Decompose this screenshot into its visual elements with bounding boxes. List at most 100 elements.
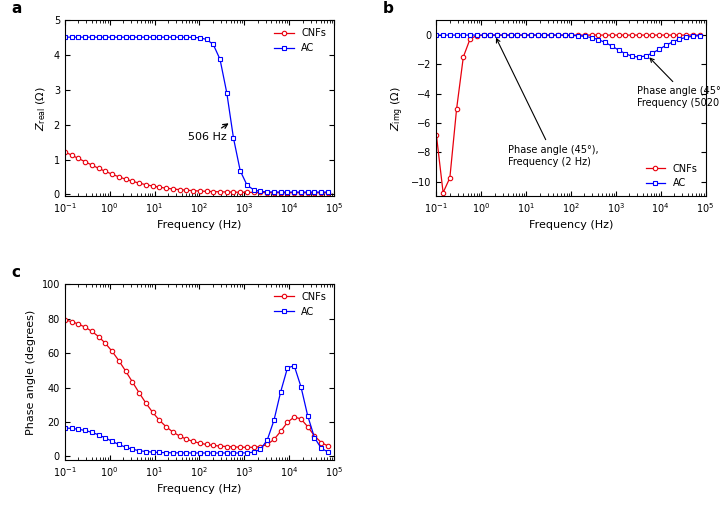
AC [87, 34, 96, 40]
CNFs [492, 32, 501, 38]
CNFs [81, 158, 89, 165]
CNFs [128, 379, 137, 385]
CNFs [128, 178, 137, 184]
AC [283, 365, 292, 371]
AC [534, 32, 542, 38]
CNFs [229, 444, 238, 450]
AC [209, 450, 217, 456]
CNFs [324, 190, 333, 196]
CNFs [303, 424, 312, 430]
CNFs [243, 444, 251, 450]
AC [202, 36, 211, 42]
CNFs [600, 32, 609, 38]
AC [554, 32, 562, 38]
AC [256, 446, 265, 452]
AC [696, 33, 704, 39]
AC [594, 36, 603, 42]
CNFs [108, 171, 117, 177]
CNFs [270, 436, 279, 443]
AC [648, 50, 657, 56]
CNFs [580, 32, 589, 38]
AC [141, 34, 150, 40]
AC [195, 450, 204, 456]
CNFs [290, 414, 299, 420]
AC [546, 32, 555, 38]
AC [682, 34, 690, 40]
AC [74, 34, 83, 40]
CNFs [276, 190, 285, 196]
CNFs [121, 368, 130, 374]
Legend: CNFs, AC: CNFs, AC [643, 160, 701, 191]
AC [621, 51, 629, 57]
CNFs [155, 184, 163, 190]
CNFs [195, 440, 204, 446]
AC [324, 449, 333, 455]
AC [162, 34, 171, 40]
Line: AC: AC [63, 35, 330, 194]
CNFs [155, 417, 163, 423]
AC [560, 32, 569, 38]
AC [60, 34, 69, 40]
Text: a: a [11, 2, 22, 16]
CNFs [472, 33, 481, 39]
CNFs [675, 32, 683, 38]
AC [101, 435, 109, 441]
AC [574, 33, 582, 39]
CNFs [135, 389, 143, 396]
CNFs [114, 358, 123, 364]
AC [506, 32, 515, 38]
CNFs [182, 187, 191, 193]
CNFs [480, 32, 488, 38]
CNFs [614, 32, 623, 38]
CNFs [682, 32, 690, 38]
AC [222, 450, 231, 456]
AC [452, 32, 461, 38]
CNFs [94, 334, 103, 340]
CNFs [87, 328, 96, 334]
CNFs [621, 32, 629, 38]
CNFs [256, 190, 265, 196]
CNFs [209, 189, 217, 195]
CNFs [263, 442, 271, 448]
CNFs [236, 444, 245, 450]
AC [459, 32, 468, 38]
CNFs [688, 32, 697, 38]
AC [94, 34, 103, 40]
CNFs [310, 190, 319, 196]
AC [446, 32, 454, 38]
AC [466, 32, 474, 38]
AC [276, 388, 285, 394]
CNFs [526, 32, 535, 38]
CNFs [189, 438, 197, 445]
CNFs [466, 36, 474, 42]
AC [229, 450, 238, 456]
CNFs [662, 32, 670, 38]
Line: CNFs: CNFs [63, 318, 330, 450]
AC [67, 34, 76, 40]
CNFs [648, 32, 657, 38]
Text: b: b [382, 2, 393, 16]
AC [324, 189, 333, 195]
CNFs [121, 176, 130, 182]
AC [628, 53, 636, 59]
CNFs [222, 189, 231, 195]
AC [668, 39, 677, 45]
AC [526, 32, 535, 38]
AC [297, 384, 305, 390]
AC [513, 32, 522, 38]
AC [614, 47, 623, 53]
AC [310, 434, 319, 440]
AC [87, 429, 96, 435]
CNFs [168, 429, 177, 435]
AC [202, 450, 211, 456]
CNFs [546, 32, 555, 38]
Legend: CNFs, AC: CNFs, AC [271, 26, 329, 56]
CNFs [67, 152, 76, 158]
CNFs [189, 188, 197, 194]
CNFs [540, 32, 549, 38]
AC [634, 54, 643, 60]
CNFs [567, 32, 575, 38]
AC [270, 189, 279, 195]
AC [189, 34, 197, 40]
CNFs [290, 190, 299, 196]
